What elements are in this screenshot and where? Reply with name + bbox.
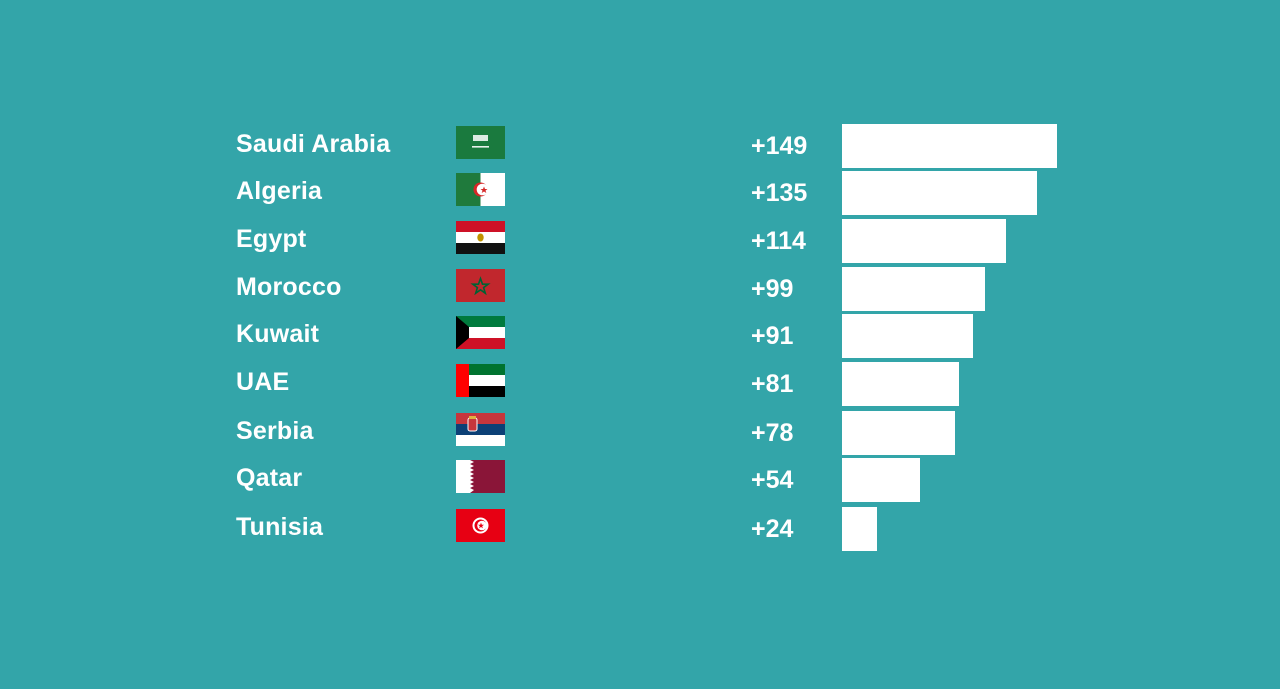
uae-flag-icon [456, 364, 505, 397]
bar [842, 411, 955, 455]
data-label: +114 [751, 227, 806, 255]
category-label: Tunisia [236, 513, 324, 541]
bar-row: Kuwait +91 [0, 314, 1280, 362]
category-label: Kuwait [236, 320, 320, 348]
data-label: +135 [751, 179, 808, 207]
bar [842, 219, 1006, 263]
bar [842, 171, 1037, 215]
tunisia-flag-icon [456, 509, 505, 542]
bar-row: UAE +81 [0, 362, 1280, 410]
category-label: Qatar [236, 464, 303, 492]
egypt-flag-icon [456, 221, 505, 254]
category-label: Algeria [236, 177, 323, 205]
bar-row: Qatar +54 [0, 458, 1280, 506]
saudi-arabia-flag-icon [456, 126, 505, 159]
data-label: +99 [751, 275, 794, 303]
data-label: +78 [751, 419, 794, 447]
category-label: Saudi Arabia [236, 130, 391, 158]
bar-row: Algeria +135 [0, 171, 1280, 219]
bar [842, 267, 985, 311]
kuwait-flag-icon [456, 316, 505, 349]
bar [842, 507, 877, 551]
morocco-flag-icon [456, 269, 505, 302]
bar-row: Tunisia +24 [0, 507, 1280, 555]
qatar-flag-icon [456, 460, 505, 493]
data-label: +24 [751, 515, 794, 543]
category-label: Morocco [236, 273, 342, 301]
category-label: Serbia [236, 417, 314, 445]
data-label: +54 [751, 466, 794, 494]
bar [842, 124, 1057, 168]
category-label: Egypt [236, 225, 307, 253]
bar-row: Serbia +78 [0, 411, 1280, 459]
data-label: +91 [751, 322, 794, 350]
data-label: +149 [751, 132, 808, 160]
algeria-flag-icon [456, 173, 505, 206]
category-label: UAE [236, 368, 290, 396]
bar-row: Morocco +99 [0, 267, 1280, 315]
bar-row: Egypt +114 [0, 219, 1280, 267]
bar [842, 458, 920, 502]
bar-row: Saudi Arabia +149 [0, 124, 1280, 172]
data-label: +81 [751, 370, 794, 398]
bar [842, 314, 973, 358]
serbia-flag-icon [456, 413, 505, 446]
bar [842, 362, 959, 406]
